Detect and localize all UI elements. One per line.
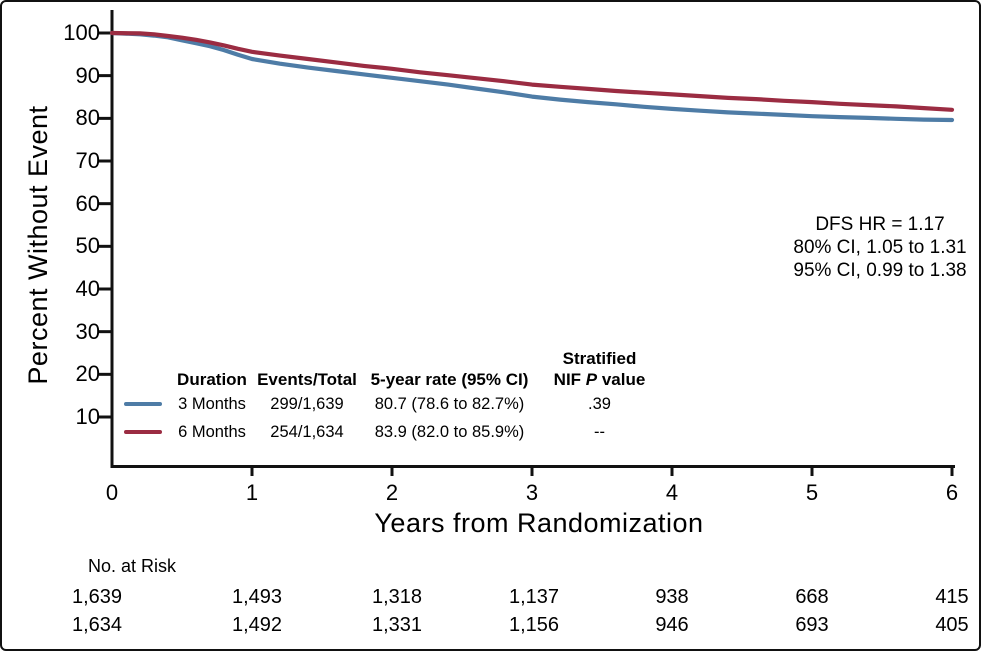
legend-header-pvalue-top: Stratified [562,349,637,368]
y-tick-label: 60 [75,190,100,216]
y-tick-label: 30 [75,318,100,344]
risk-count: 668 [795,586,829,608]
legend-rate-6months: 83.9 (82.0 to 85.9%) [374,422,525,441]
legend-header-row: Duration Events/Total 5-year rate (95% C… [124,343,684,390]
risk-count: 1,493 [231,586,283,608]
y-tick-label: 20 [75,361,100,387]
risk-table-title: No. at Risk [88,556,177,576]
legend-pvalue-3months: .39 [588,394,611,413]
y-tick-label: 50 [75,233,100,259]
x-tick-label: 2 [385,480,399,505]
x-tick-label: 6 [945,480,959,505]
legend-duration-3months: 3 Months [178,394,246,413]
y-tick-label: 10 [75,404,100,429]
hazard-ratio-annotation: DFS HR = 1.17 80% CI, 1.05 to 1.31 95% C… [760,213,979,282]
risk-count: 938 [655,586,689,608]
legend-table: Duration Events/Total 5-year rate (95% C… [124,343,684,446]
risk-count: 1,639 [71,586,123,608]
legend-header-rate: 5-year rate (95% CI) [370,370,529,389]
legend-header-duration: Duration [177,370,247,389]
annotation-line-hr: DFS HR = 1.17 [815,214,945,235]
x-tick-label: 5 [805,480,819,505]
y-tick-label: 100 [63,20,100,45]
legend-header-pvalue: Stratified NIF P value [537,348,662,390]
risk-count: 1,331 [371,614,423,636]
risk-count: 693 [795,614,829,636]
risk-count: 1,318 [371,586,423,608]
risk-count: 415 [935,586,969,608]
x-tick-label: 4 [665,480,679,505]
legend-row-6months: 6 Months 254/1,634 83.9 (82.0 to 85.9%) … [124,418,684,446]
annotation-line-ci95: 95% CI, 0.99 to 1.38 [793,260,967,281]
risk-count: 1,634 [71,614,123,636]
legend-row-3months: 3 Months 299/1,639 80.7 (78.6 to 82.7%) … [124,390,684,418]
y-tick-label: 70 [75,148,100,173]
annotation-line-ci80: 80% CI, 1.05 to 1.31 [793,237,967,258]
survival-curve-6-months [109,30,955,112]
risk-count: 405 [935,614,969,636]
risk-count: 1,492 [231,614,283,636]
x-tick-label: 1 [245,480,259,505]
legend-duration-6months: 6 Months [178,422,246,441]
risk-count: 1,137 [508,586,560,608]
risk-count: 946 [655,614,689,636]
survival-curve-3-months [109,30,955,123]
risk-count: 1,156 [508,614,560,636]
y-tick-label: 40 [75,276,100,301]
legend-rate-3months: 80.7 (78.6 to 82.7%) [374,394,525,413]
legend-swatch-6months [124,430,172,434]
x-axis-title: Years from Randomization [374,508,704,538]
legend-header-events-total: Events/Total [257,370,357,389]
legend-pvalue-6months: -- [594,422,605,441]
legend-header-pvalue-bottom: NIF P value [553,370,646,389]
legend-events-6months: 254/1,634 [270,422,344,441]
legend-swatch-3months [124,402,172,406]
x-tick-label: 3 [525,480,539,505]
y-tick-label: 90 [75,62,100,88]
y-tick-label: 80 [75,105,100,131]
x-tick-label: 0 [105,480,119,505]
legend-events-3months: 299/1,639 [270,394,344,413]
